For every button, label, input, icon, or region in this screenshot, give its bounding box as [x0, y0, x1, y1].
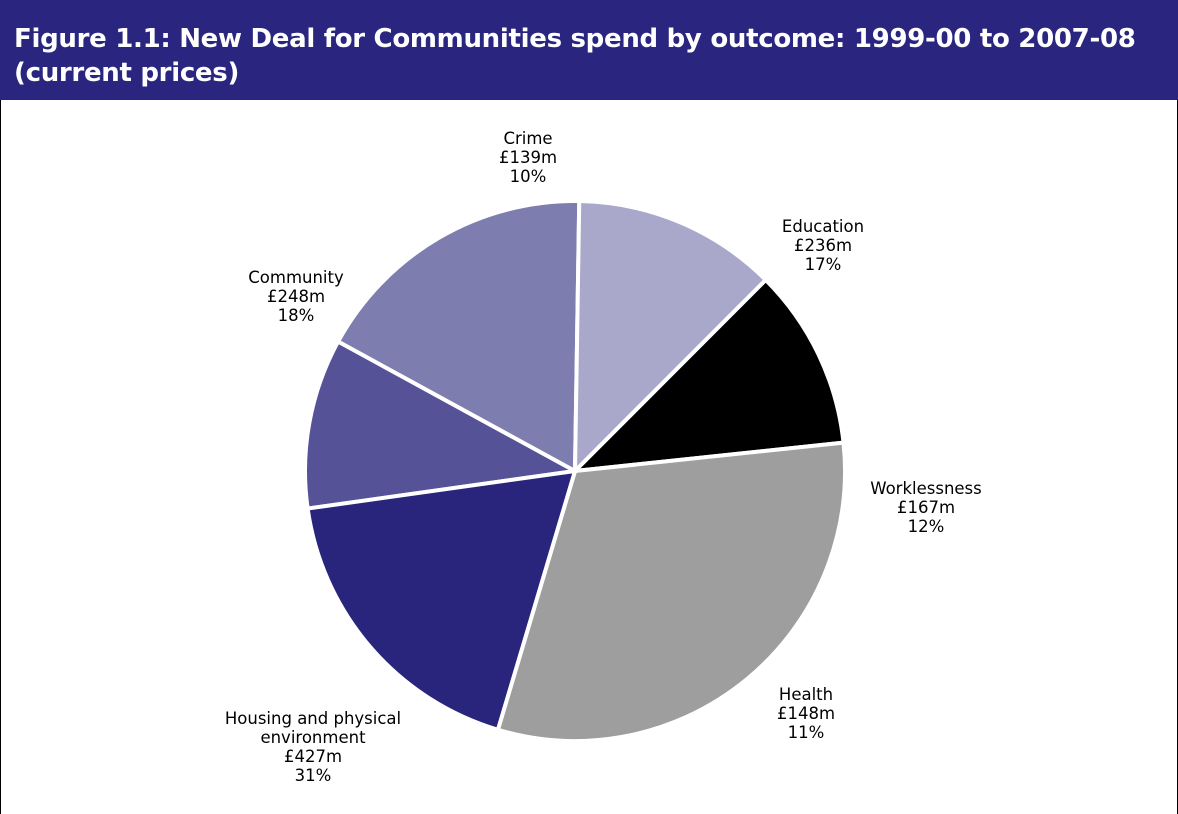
slice-label-worklessness-percent: 12% [908, 517, 945, 536]
slice-label-community-value: £248m [267, 287, 325, 306]
slice-label-worklessness: Worklessness £167m 12% [870, 479, 982, 536]
slice-label-community-percent: 18% [278, 306, 315, 325]
slice-label-worklessness-name: Worklessness [870, 479, 982, 498]
slice-label-housing-and-physical-environment-name: environment [260, 728, 366, 747]
slice-label-housing-and-physical-environment-value: £427m [284, 747, 342, 766]
figure-title-line-1: Figure 1.1: New Deal for Communities spe… [14, 24, 1136, 54]
slice-label-education: Education £236m 17% [782, 217, 864, 274]
slice-label-health-name: Health [779, 685, 833, 704]
pie-slice-community [305, 469, 577, 732]
slice-label-worklessness-value: £167m [897, 498, 955, 517]
slice-label-community-name: Community [248, 268, 344, 287]
slice-label-education-name: Education [782, 217, 864, 236]
pie-slice-education [336, 199, 582, 473]
pie-slice-health [573, 277, 846, 473]
slice-label-housing-and-physical-environment: Housing and physical environment £427m 31% [225, 709, 401, 785]
pie-slice-worklessness [573, 199, 768, 473]
slice-label-housing-and-physical-environment-percent: 31% [295, 766, 332, 785]
pie-slice-crime [303, 339, 577, 511]
slice-label-health: Health £148m 11% [777, 685, 835, 742]
figure-title-line-2: (current prices) [14, 58, 240, 88]
slice-label-health-value: £148m [777, 704, 835, 723]
slice-label-education-value: £236m [794, 236, 852, 255]
slice-label-community: Community £248m 18% [248, 268, 344, 325]
slice-label-housing-and-physical-environment-name: Housing and physical [225, 709, 401, 728]
pie-slice-housing-and-physical-environment [495, 440, 847, 743]
slice-label-crime-value: £139m [499, 148, 557, 167]
figure-title: Figure 1.1: New Deal for Communities spe… [14, 22, 1164, 90]
slice-label-crime-name: Crime [503, 129, 552, 148]
slice-label-crime: Crime £139m 10% [499, 129, 557, 186]
slice-label-crime-percent: 10% [510, 167, 547, 186]
slice-label-education-percent: 17% [805, 255, 842, 274]
figure-title-bar: Figure 1.1: New Deal for Communities spe… [0, 0, 1178, 100]
slice-label-health-percent: 11% [788, 723, 825, 742]
